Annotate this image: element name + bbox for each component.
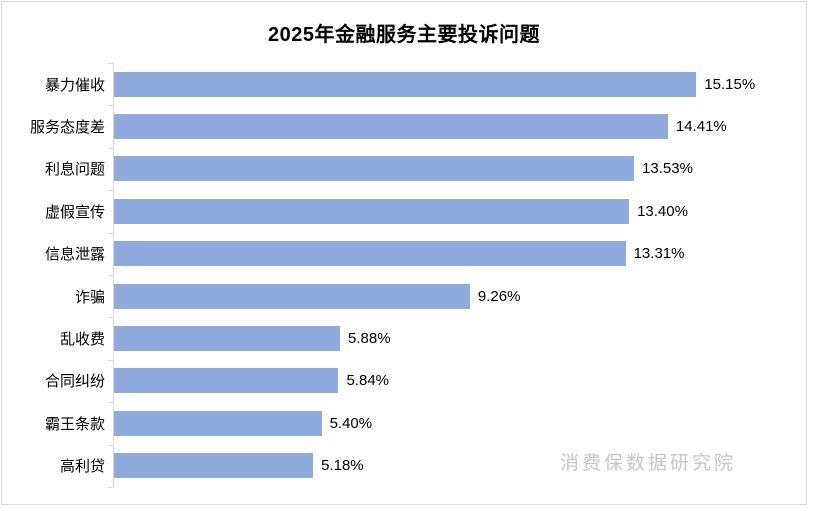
- category-label: 诈骗: [74, 288, 105, 306]
- bar: [114, 114, 668, 140]
- category-label: 霸王条款: [44, 415, 105, 433]
- bars-plot: 15.15% 14.41% 13.53% 13.40% 13.31% 9.26% 5.88%…: [108, 63, 755, 488]
- bar-row: 13.31%: [114, 233, 729, 275]
- bar: [114, 410, 322, 436]
- bar: [114, 283, 470, 309]
- bar-row: 5.18%: [114, 445, 729, 487]
- value-label: 14.41%: [675, 118, 727, 136]
- category-label: 乱收费: [59, 331, 105, 349]
- category-label: 信息泄露: [44, 246, 105, 264]
- value-label: 15.15%: [704, 75, 756, 93]
- value-label: 5.84%: [346, 372, 390, 390]
- category-label: 利息问题: [44, 161, 105, 179]
- category-label: 合同纠纷: [44, 373, 105, 391]
- category-label: 服务态度差: [29, 119, 105, 137]
- bar-row: 5.40%: [114, 402, 729, 444]
- chart-title: 2025年金融服务主要投诉问题: [268, 24, 540, 46]
- bar-row: 15.15%: [114, 63, 755, 105]
- plot-area: 暴力催收服务态度差利息问题虚假宣传信息泄露诈骗乱收费合同纠纷霸王条款高利贷 15…: [0, 63, 755, 488]
- bar: [114, 156, 635, 182]
- axis-tick: [108, 63, 113, 64]
- category-label: 暴力催收: [44, 76, 105, 94]
- value-label: 5.88%: [348, 330, 391, 348]
- bar: [114, 453, 314, 479]
- bar-row: 9.26%: [114, 275, 729, 317]
- bar-row: 13.40%: [114, 190, 729, 232]
- category-label: 高利贷: [59, 458, 105, 476]
- category-axis: 暴力催收服务态度差利息问题虚假宣传信息泄露诈骗乱收费合同纠纷霸王条款高利贷: [0, 63, 105, 487]
- axis-tick: [108, 487, 113, 488]
- bar: [114, 241, 626, 267]
- value-label: 5.18%: [321, 457, 364, 475]
- value-label: 5.40%: [329, 414, 373, 432]
- category-label: 虚假宣传: [44, 203, 105, 221]
- bar-row: 13.53%: [114, 148, 729, 190]
- axis-tick: [108, 359, 113, 361]
- bar: [114, 198, 630, 224]
- bar-row: 14.41%: [114, 105, 729, 147]
- axis-tick: [108, 444, 113, 446]
- axis-tick: [108, 105, 113, 107]
- axis-tick: [108, 317, 113, 319]
- value-label: 13.31%: [633, 245, 685, 263]
- axis-tick: [108, 402, 113, 404]
- bar-row: 5.88%: [114, 317, 729, 359]
- value-label: 13.53%: [642, 160, 693, 178]
- bar: [114, 326, 340, 352]
- axis-tick: [108, 232, 113, 234]
- axis-tick: [108, 275, 113, 276]
- bar: [114, 71, 697, 97]
- bar-row: 5.84%: [114, 360, 729, 402]
- axis-tick: [108, 147, 113, 149]
- value-label: 13.40%: [637, 202, 688, 220]
- bar: [114, 368, 339, 394]
- watermark: 消费保数据研究院: [560, 453, 737, 474]
- axis-tick: [108, 190, 113, 192]
- value-label: 9.26%: [477, 287, 521, 305]
